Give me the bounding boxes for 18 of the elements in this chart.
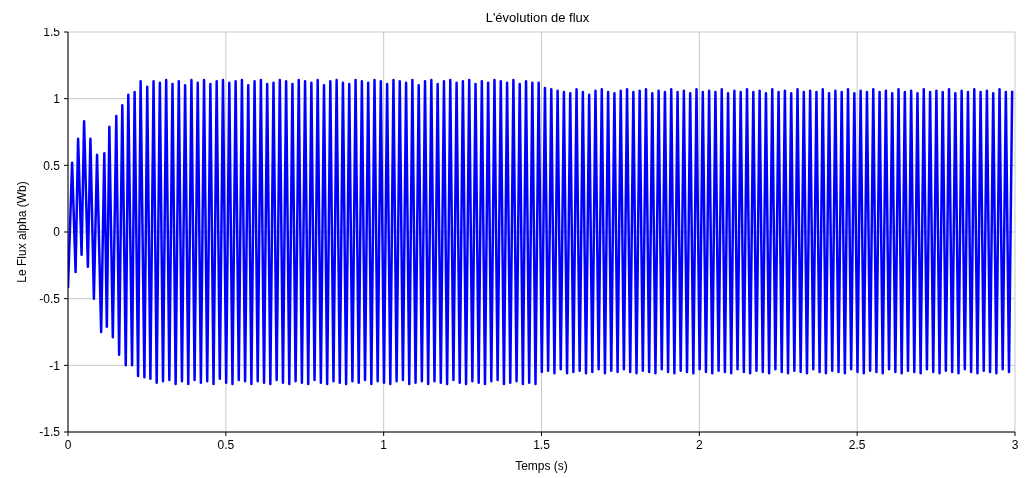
x-tick-label: 1.5 [533,437,551,452]
y-tick-label: -0.5 [39,291,61,306]
y-tick-label: 0.5 [43,158,61,173]
y-tick-label: 1 [53,91,61,106]
y-tick-label: 0 [53,225,61,240]
x-tick-label: 0 [64,437,72,452]
x-tick-label: 0.5 [217,437,235,452]
y-tick-label: -1.5 [39,425,61,440]
x-tick-label: 2.5 [848,437,866,452]
x-tick-label: 3 [1011,437,1019,452]
x-axis-title: Temps (s) [515,459,568,473]
y-tick-label: -1 [49,358,61,373]
line-series [68,78,1014,386]
y-tick-label: 1.5 [43,25,61,40]
x-tick-label: 2 [695,437,703,452]
chart-title: L'évolution de flux [485,10,590,25]
x-tick-label: 1 [380,437,388,452]
y-axis-title: Le Flux alpha (Wb) [15,181,30,283]
